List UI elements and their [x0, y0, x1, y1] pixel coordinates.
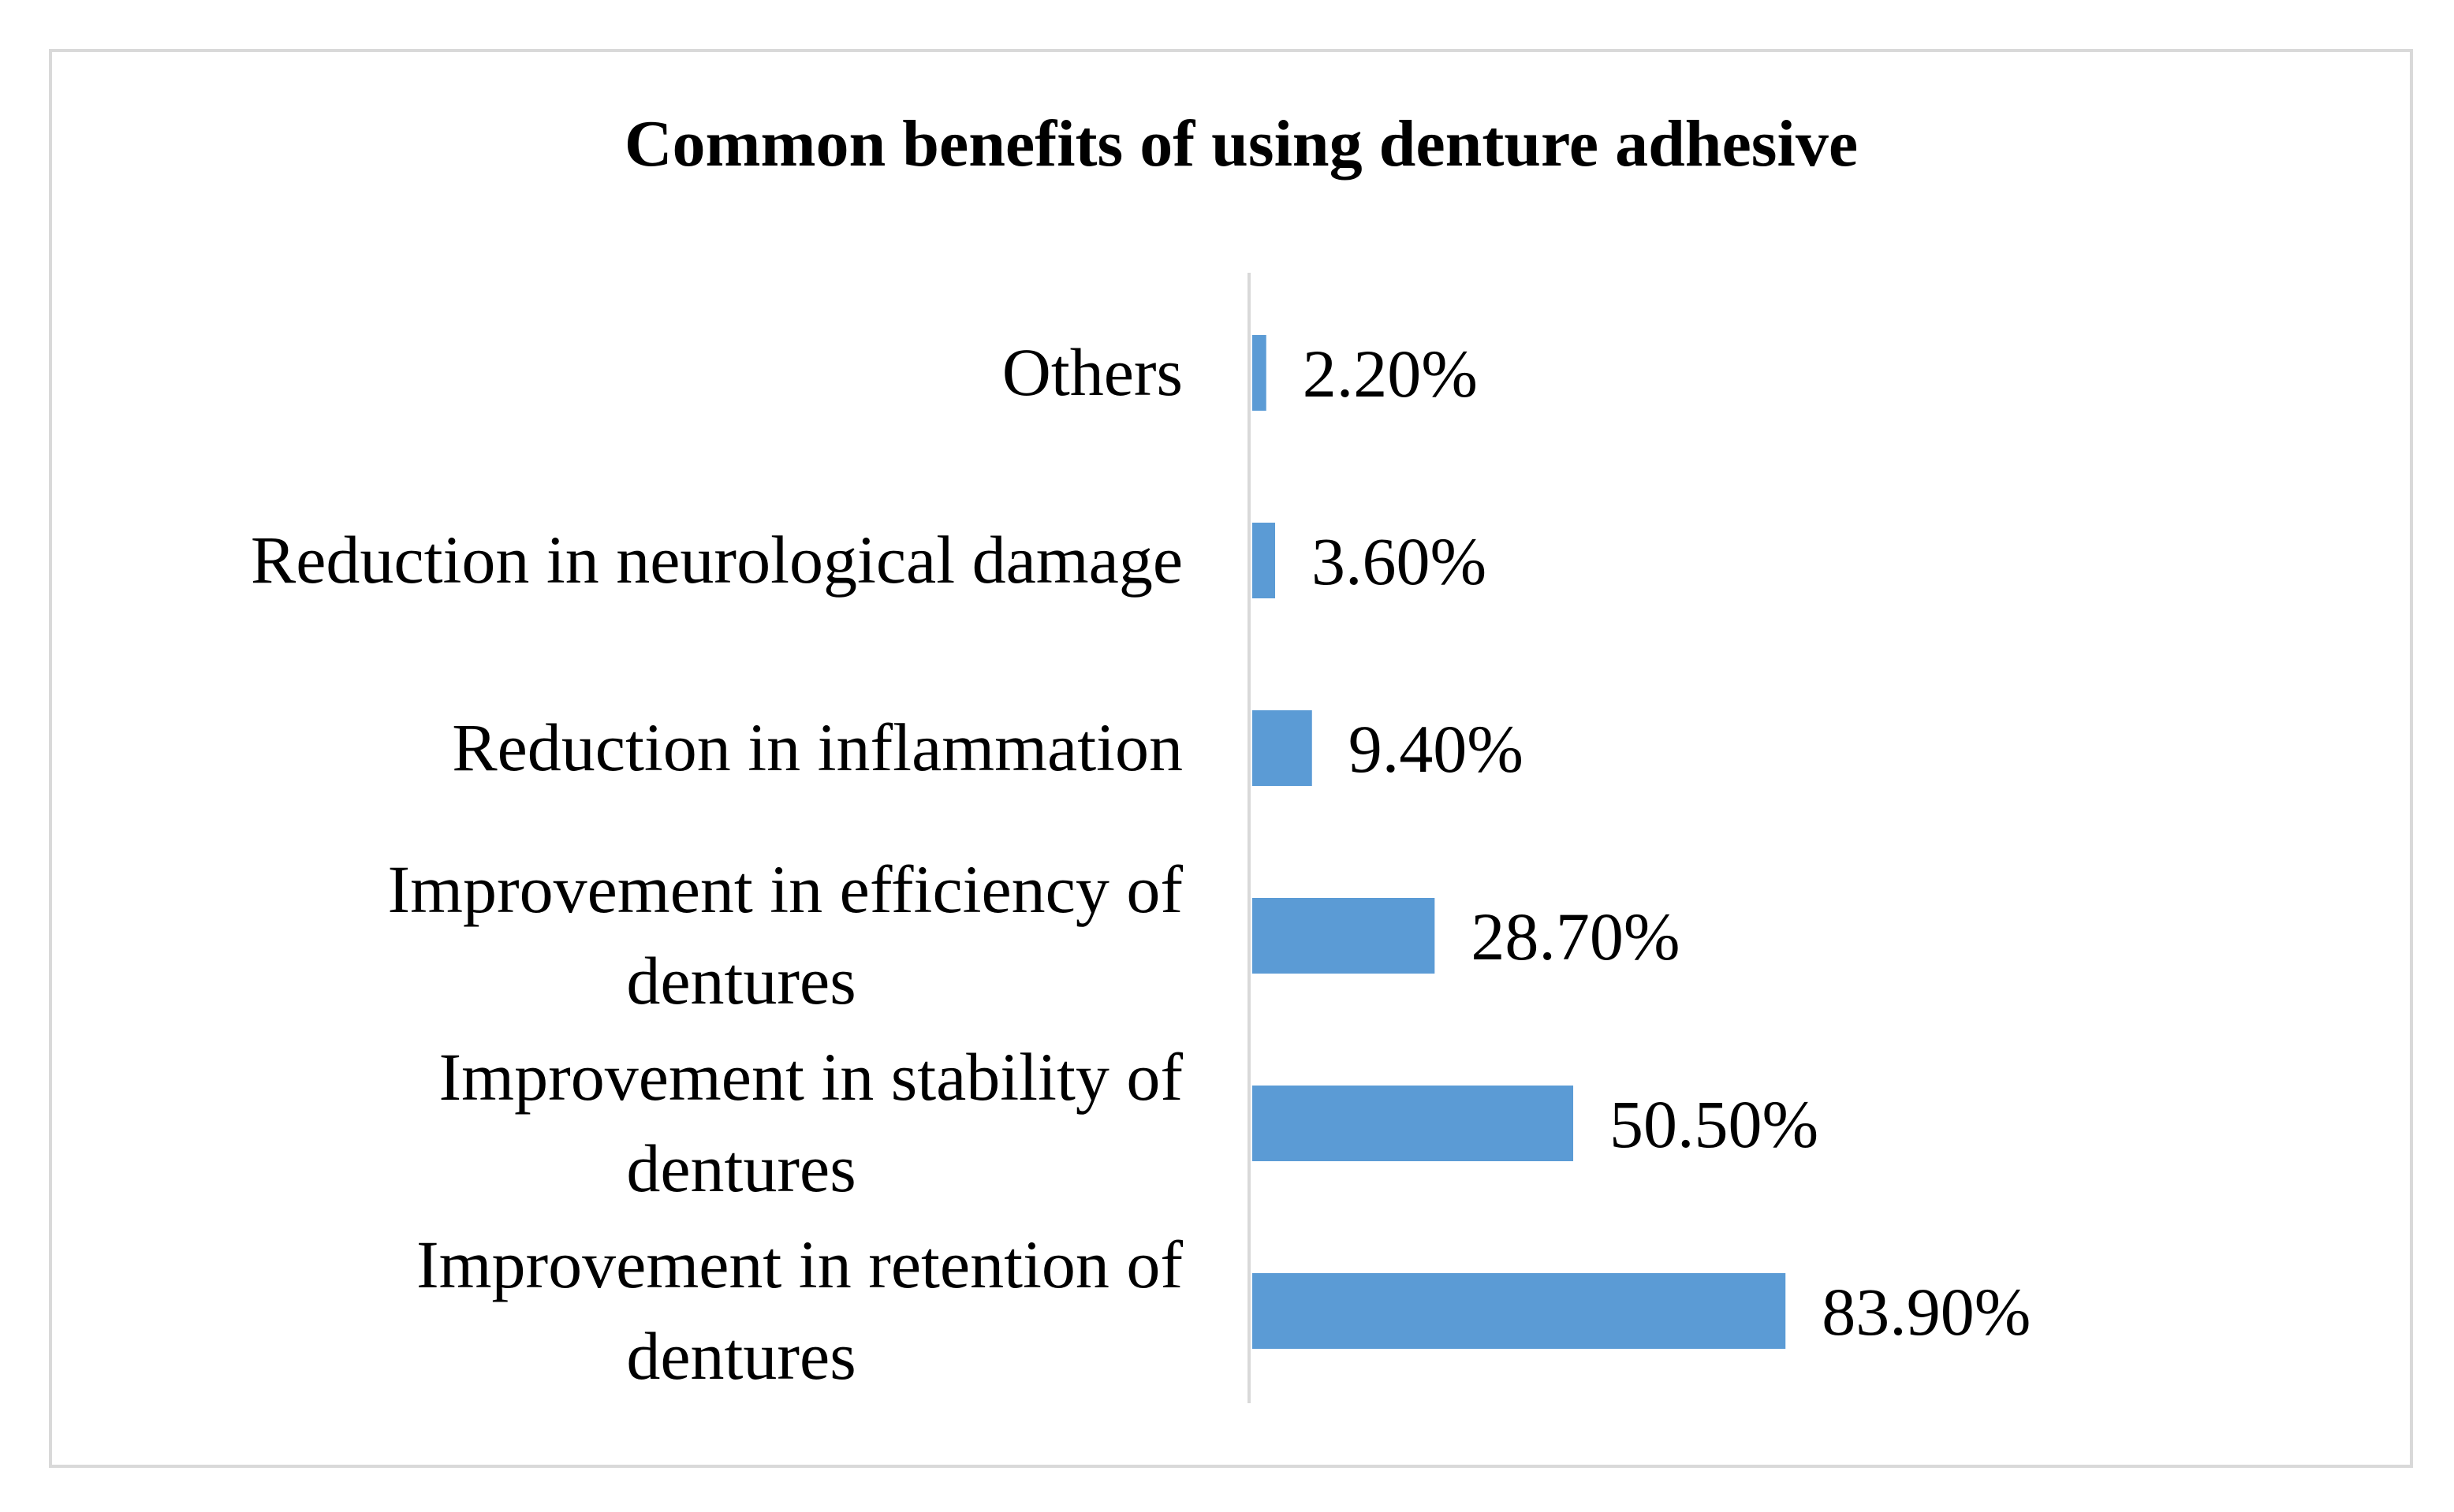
bar	[1252, 523, 1276, 598]
category-label: Improvement in efficiency of	[387, 851, 1183, 927]
data-label: 50.50%	[1609, 1086, 1818, 1162]
data-label: 83.90%	[1822, 1274, 2031, 1350]
category-label: dentures	[626, 1318, 856, 1394]
bar	[1252, 898, 1435, 974]
bar	[1252, 710, 1312, 786]
category-label: Improvement in stability of	[439, 1039, 1184, 1115]
bar	[1252, 1273, 1786, 1349]
data-label: 2.20%	[1303, 336, 1478, 412]
category-label: Others	[1002, 334, 1183, 410]
data-label: 3.60%	[1311, 523, 1486, 599]
bars-layer: 2.20% Others 3.60% Reduction in neurologica…	[251, 334, 2031, 1394]
data-label: 28.70%	[1471, 899, 1680, 974]
category-label: Improvement in retention of	[416, 1227, 1183, 1302]
category-label: dentures	[626, 1130, 856, 1206]
data-label: 9.40%	[1348, 711, 1523, 787]
category-label: dentures	[626, 943, 856, 1019]
chart-frame	[49, 49, 2413, 1468]
chart-title: Common benefits of using denture adhesiv…	[625, 107, 1858, 181]
category-label: Reduction in neurological damage	[251, 522, 1183, 598]
bar	[1252, 1086, 1574, 1161]
bar	[1252, 335, 1266, 411]
category-label: Reduction in inflammation	[452, 709, 1183, 785]
